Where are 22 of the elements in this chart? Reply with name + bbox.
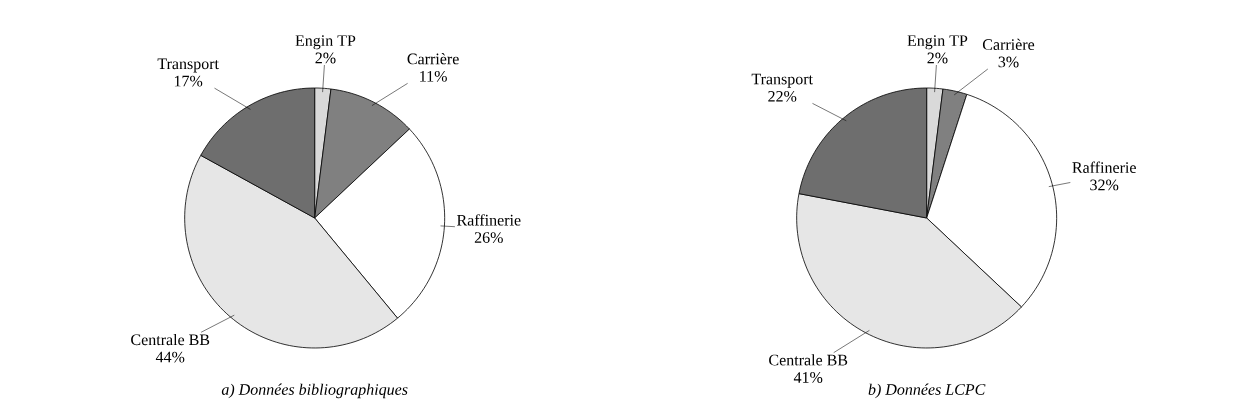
data-label: 41%	[793, 372, 823, 383]
data-label: 26%	[474, 232, 503, 243]
slice-label: Centrale BB	[769, 354, 848, 366]
slice-label: Engin TP	[907, 35, 968, 50]
text: b) Données LCPC	[868, 383, 986, 399]
slice-label: Transport	[157, 58, 219, 73]
data-label: 44%	[155, 351, 185, 363]
slice-label: Raffinerie	[456, 214, 521, 226]
text: a) Données bibliographiques	[221, 383, 408, 399]
data-label: 2%	[927, 52, 948, 64]
slice-label: Transport	[751, 73, 813, 88]
data-label: 11%	[420, 70, 447, 82]
slice-label: Engin TP	[295, 35, 356, 50]
slice-label: Carrière	[407, 53, 459, 65]
data-label: 17%	[174, 75, 203, 87]
slice-label: Raffinerie	[1072, 161, 1136, 173]
data-label: 32%	[1090, 179, 1119, 191]
slice-label: Carrière	[982, 38, 1035, 50]
data-label: 2%	[315, 52, 336, 64]
data-label: 22%	[768, 90, 797, 102]
slice-label: Centrale BB	[131, 333, 210, 346]
data-label: 3%	[998, 56, 1019, 68]
